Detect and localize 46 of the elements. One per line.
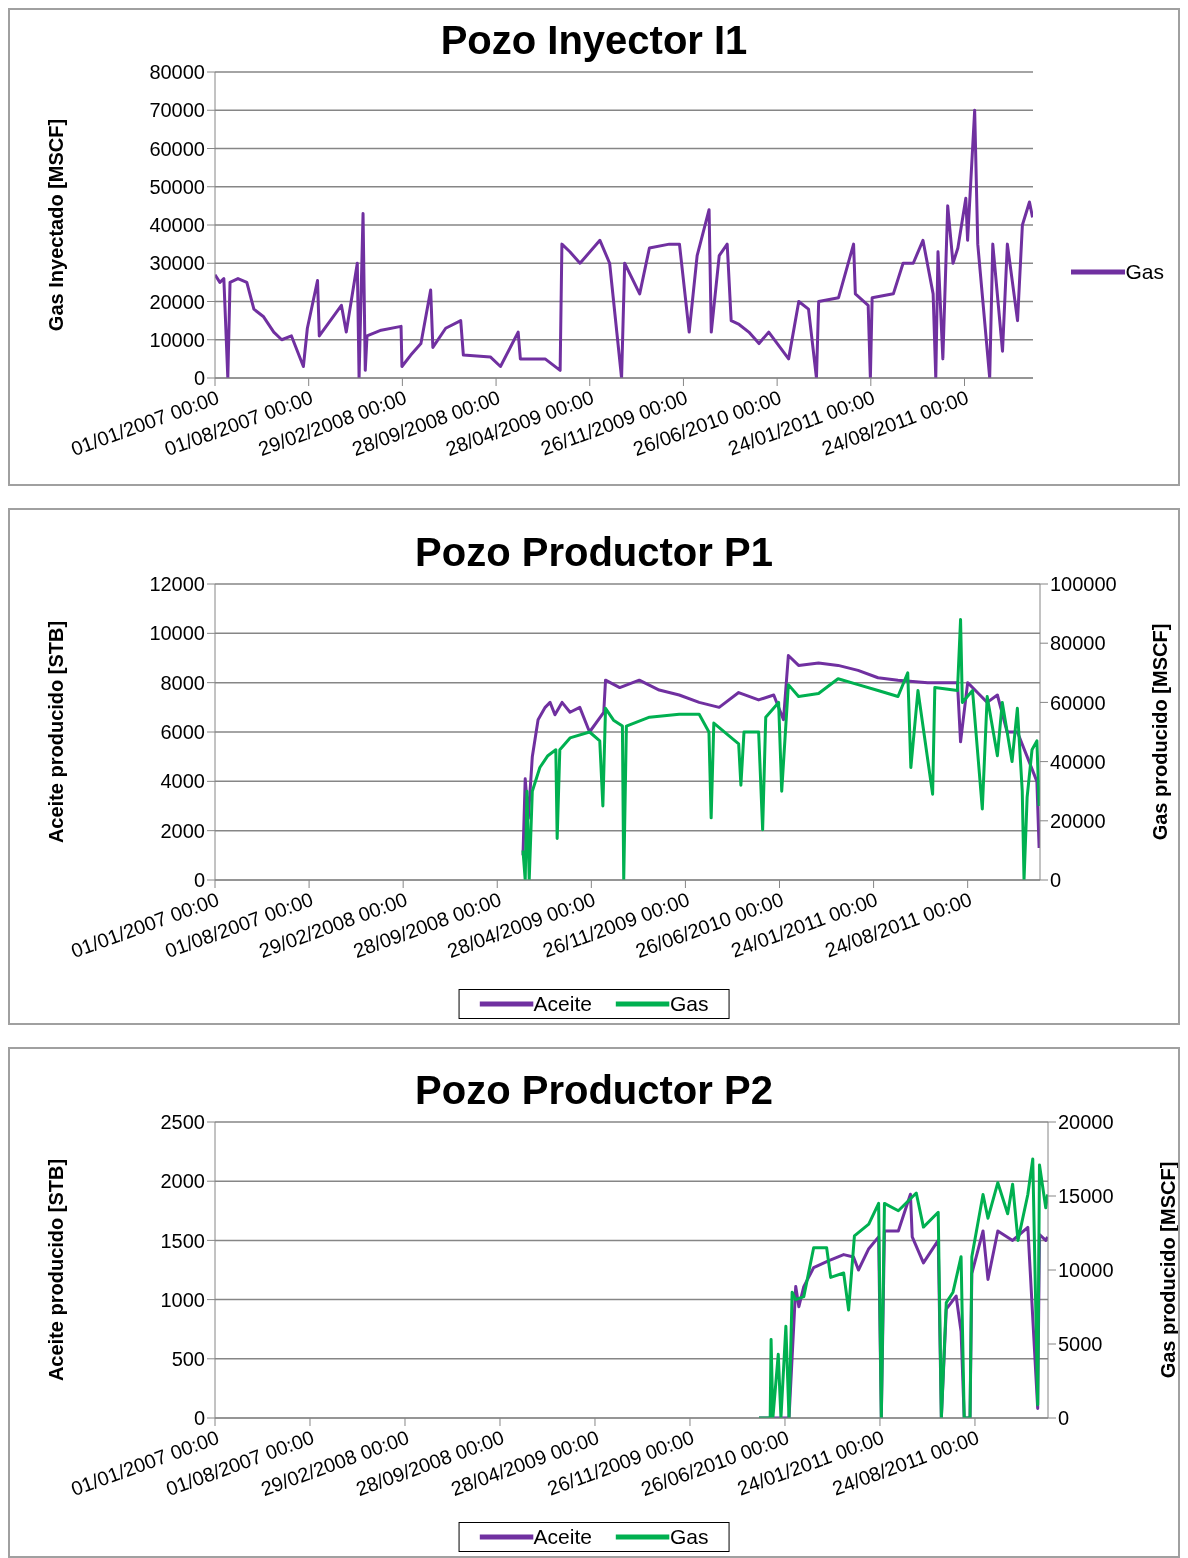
y2-tick-label: 20000	[1058, 1111, 1114, 1134]
y-tick-label: 80000	[149, 61, 205, 84]
y-tick-label: 500	[171, 1347, 205, 1370]
y2-tick-label: 80000	[1050, 632, 1106, 655]
y-axis-title: Gas Inyectado [MSCF]	[45, 118, 68, 332]
legend-label: Gas	[1125, 260, 1164, 284]
line-series	[521, 618, 1040, 880]
legend-label: Aceite	[533, 1525, 592, 1549]
y-tick-label: 6000	[160, 721, 205, 744]
y2-tick-label: 10000	[1058, 1259, 1114, 1282]
y-tick-label: 0	[193, 869, 205, 892]
y-tick-label: 50000	[149, 175, 205, 198]
y2-axis-title: Gas producido [MSCF]	[1149, 623, 1172, 841]
y-tick-label: 1000	[160, 1288, 205, 1311]
legend-label: Gas	[669, 992, 709, 1016]
y2-tick-label: 0	[1050, 869, 1062, 892]
y-tick-label: 40000	[149, 214, 205, 237]
y-tick-label: 0	[193, 367, 205, 390]
y-tick-label: 12000	[149, 573, 205, 596]
y-tick-label: 4000	[160, 770, 205, 793]
legend-label: Aceite	[533, 992, 592, 1016]
chart-title: Pozo Productor P1	[414, 530, 774, 575]
y-tick-label: 2500	[160, 1111, 205, 1134]
y2-tick-label: 60000	[1050, 691, 1106, 714]
y-tick-label: 60000	[149, 137, 205, 160]
y-tick-label: 2000	[160, 819, 205, 842]
y-tick-label: 10000	[149, 622, 205, 645]
y2-tick-label: 5000	[1058, 1333, 1103, 1356]
y-tick-label: 20000	[149, 290, 205, 313]
y-tick-label: 0	[193, 1407, 205, 1430]
y2-tick-label: 15000	[1058, 1185, 1114, 1208]
y-tick-label: 30000	[149, 252, 205, 275]
y-tick-label: 1500	[160, 1229, 205, 1252]
y-tick-label: 70000	[149, 99, 205, 122]
y2-tick-label: 100000	[1050, 573, 1117, 596]
y2-tick-label: 0	[1058, 1407, 1070, 1430]
y2-tick-label: 20000	[1050, 809, 1106, 832]
chart-title: Pozo Inyector I1	[439, 18, 749, 63]
y-axis-title: Aceite producido [STB]	[45, 620, 68, 844]
legend-label: Gas	[669, 1525, 709, 1549]
y-tick-label: 10000	[149, 328, 205, 351]
y-tick-label: 2000	[160, 1170, 205, 1193]
y2-tick-label: 40000	[1050, 750, 1106, 773]
chart-title: Pozo Productor P2	[414, 1068, 774, 1113]
y-tick-label: 8000	[160, 671, 205, 694]
y-axis-title: Aceite producido [STB]	[45, 1158, 68, 1382]
